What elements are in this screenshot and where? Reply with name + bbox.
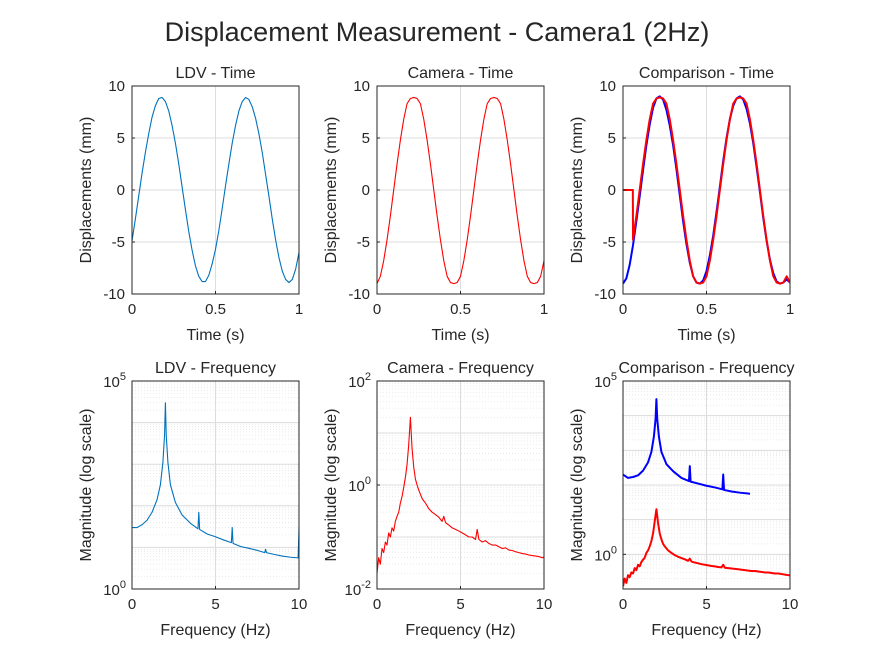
y-tick-label: 100 [348,475,371,495]
x-tick-label: 0.5 [205,301,226,318]
series-line-1 [132,402,299,559]
subplot-camera-frequency: 0 5 10 10-2 100 102 Camera - Frequency Frequenc… [323,360,552,639]
y-tick-label: 0 [117,182,125,199]
x-axis-label: Time (s) [431,327,489,344]
x-tick-label: 0 [128,596,136,613]
x-tick-label: 0 [619,301,627,318]
subplot-title: Camera - Time [408,65,514,82]
subplot-title: LDV - Frequency [155,360,276,377]
y-tick-label: 5 [117,130,125,147]
x-tick-label: 5 [211,596,219,613]
x-tick-label: 0 [373,301,381,318]
y-tick-label: 100 [103,579,126,599]
y-axis-label: Displacements (mm) [569,117,586,264]
y-tick-label: 10 [599,78,616,95]
series-line-1 [623,398,751,495]
y-tick-label: -10 [103,286,125,303]
y-tick-label: 0 [608,182,616,199]
series-line-2 [623,96,790,285]
subplot-comparison-time: 0 0.5 1 -10 -5 0 5 10 Comparison - Time Time (s) D… [569,65,794,344]
y-tick-label: -5 [603,234,616,251]
x-tick-label: 0 [373,596,381,613]
x-tick-label: 1 [786,301,794,318]
series-line-1 [132,96,299,284]
subplot-ldv-time: 0 0.5 1 -10 -5 0 5 10 LDV - Time Time (s) Displace… [78,65,303,344]
y-tick-label: -5 [112,234,125,251]
y-tick-label: 5 [362,130,370,147]
y-tick-label: -5 [357,234,370,251]
x-tick-label: 5 [456,596,464,613]
y-axis-label: Magnitude (log scale) [78,409,95,562]
y-tick-label: 10 [353,78,370,95]
y-axis-label: Magnitude (log scale) [323,409,340,562]
subplot-camera-time: 0 0.5 1 -10 -5 0 5 10 Camera - Time Time (s) Displ… [323,65,548,344]
series-line-1 [377,96,544,285]
x-tick-label: 10 [536,596,553,613]
x-tick-label: 10 [291,596,308,613]
series-line-2 [623,508,790,587]
y-tick-label: 10-2 [345,579,371,599]
x-tick-label: 0.5 [696,301,717,318]
x-tick-label: 1 [540,301,548,318]
subplot-title: Camera - Frequency [387,360,534,377]
x-axis-label: Time (s) [677,327,735,344]
y-tick-label: 100 [594,544,617,564]
x-axis-label: Frequency (Hz) [651,622,761,639]
x-tick-label: 1 [295,301,303,318]
x-tick-label: 5 [702,596,710,613]
subplot-title: LDV - Time [175,65,255,82]
figure-title: Displacement Measurement - Camera1 (2Hz) [165,17,710,47]
y-tick-label: 5 [608,130,616,147]
y-tick-label: -10 [348,286,370,303]
x-tick-label: 10 [782,596,799,613]
y-tick-label: 102 [348,371,371,391]
subplot-ldv-frequency: 0 5 10 100 105 LDV - Frequency Frequency (Hz) M… [78,360,307,639]
y-tick-label: 105 [103,371,126,391]
subplot-comparison-frequency: 0 5 10 100 105 Comparison - Frequency Frequenc… [569,360,798,639]
y-axis-label: Displacements (mm) [78,117,95,264]
y-tick-label: 0 [362,182,370,199]
y-tick-label: 105 [594,371,617,391]
y-tick-label: 10 [108,78,125,95]
series-line-1 [377,416,544,574]
x-tick-label: 0 [128,301,136,318]
x-axis-label: Frequency (Hz) [405,622,515,639]
subplot-title: Comparison - Frequency [618,360,794,377]
subplot-title: Comparison - Time [639,65,774,82]
y-axis-label: Displacements (mm) [323,117,340,264]
y-tick-label: -10 [594,286,616,303]
x-tick-label: 0.5 [450,301,471,318]
x-axis-label: Time (s) [186,327,244,344]
x-axis-label: Frequency (Hz) [160,622,270,639]
y-axis-label: Magnitude (log scale) [569,409,586,562]
x-tick-label: 0 [619,596,627,613]
